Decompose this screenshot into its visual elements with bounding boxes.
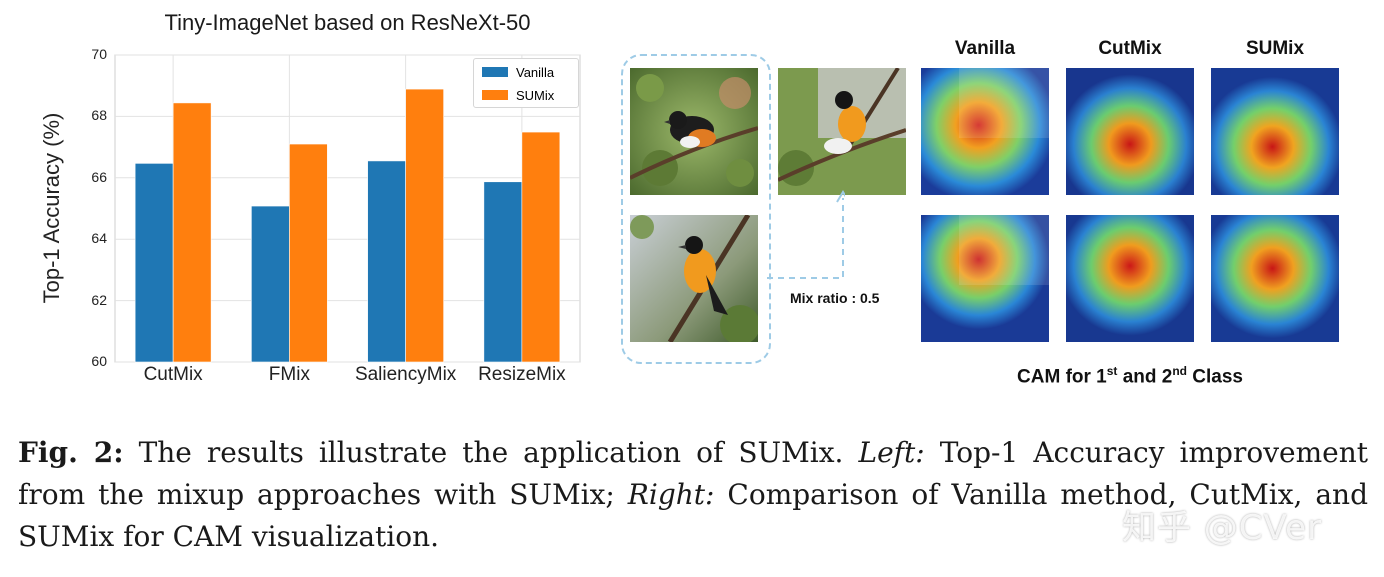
chart-title: Tiny-ImageNet based on ResNeXt-50 [164, 10, 531, 35]
cam-caption-pre: CAM for 1 [1017, 366, 1107, 388]
cam-vanilla-class-2 [921, 215, 1049, 342]
bar-sumix-resizemix [521, 131, 561, 363]
figure-caption: Fig. 2: The results illustrate the appli… [18, 432, 1368, 558]
bar-vanilla-cutmix [134, 163, 174, 363]
cam-sumix-class-2 [1211, 215, 1339, 342]
caption-right-label: Right: [627, 478, 715, 511]
cam-cutmix-class-1 [1066, 68, 1194, 195]
mixed-image [778, 68, 906, 195]
x-tick-label: ResizeMix [478, 364, 566, 385]
bar-sumix-cutmix [172, 102, 212, 363]
y-tick-label: 70 [91, 46, 107, 62]
caption-text-2: Top-1 Accuracy improvement from the mixu… [18, 436, 1368, 511]
bar-vanilla-fmix [251, 205, 290, 363]
source-image-1 [630, 68, 758, 195]
y-tick-label: 64 [91, 230, 107, 247]
mix-ratio-label: Mix ratio : 0.5 [790, 290, 880, 306]
caption-left-label: Left: [858, 436, 925, 469]
cam-caption-post: Class [1187, 366, 1243, 388]
caption-text-3: Comparison of Vanilla method, CutMix, an… [18, 478, 1369, 553]
caption-label: Fig. 2: [18, 436, 124, 469]
x-tick-label: SaliencyMix [354, 364, 457, 385]
bar-sumix-saliencymix [405, 88, 444, 363]
legend-entry-vanilla: Vanilla [474, 62, 578, 82]
column-header-cutmix: CutMix [1098, 38, 1162, 59]
watermark: 知乎 @CVer [1122, 508, 1323, 548]
legend-swatch-sumix [482, 90, 508, 100]
bar-chart: Tiny-ImageNet based on ResNeXt-50 Top-1 … [0, 0, 600, 400]
y-tick-label: 66 [91, 168, 107, 185]
legend-label-sumix: SUMix [516, 87, 555, 103]
legend-swatch-vanilla [482, 67, 508, 77]
bar-sumix-fmix [289, 143, 328, 363]
cam-cutmix-class-2 [1066, 215, 1194, 342]
x-tick-label: CutMix [143, 364, 203, 385]
chart-legend: Vanilla SUMix [473, 58, 579, 108]
column-header-sumix: SUMix [1245, 38, 1305, 59]
cam-sumix-class-1 [1211, 68, 1339, 195]
x-tick-label: FMix [268, 364, 310, 385]
caption-text-1: The results illustrate the application o… [123, 436, 859, 469]
cam-caption-mid: and 2 [1117, 366, 1173, 388]
cam-caption-sup2: nd [1172, 364, 1187, 378]
y-tick-label: 62 [91, 291, 107, 308]
cam-caption-sup1: st [1106, 364, 1118, 378]
y-tick-label: 68 [91, 107, 107, 124]
bar-vanilla-saliencymix [367, 160, 406, 363]
y-tick-label: 60 [91, 353, 107, 369]
bar-vanilla-resizemix [483, 181, 523, 363]
input-images-bracket [621, 54, 771, 364]
cam-caption: CAM for 1st and 2nd Class [920, 364, 1340, 388]
mix-arrow [767, 190, 845, 279]
source-image-2 [630, 215, 758, 342]
cam-figure: Mix ratio : 0.5 Vanilla CutMix SUMix CAM… [615, 30, 1375, 400]
legend-label-vanilla: Vanilla [516, 64, 555, 80]
legend-entry-sumix: SUMix [474, 85, 578, 105]
column-header-vanilla: Vanilla [954, 38, 1016, 59]
cam-vanilla-class-1 [921, 68, 1049, 195]
